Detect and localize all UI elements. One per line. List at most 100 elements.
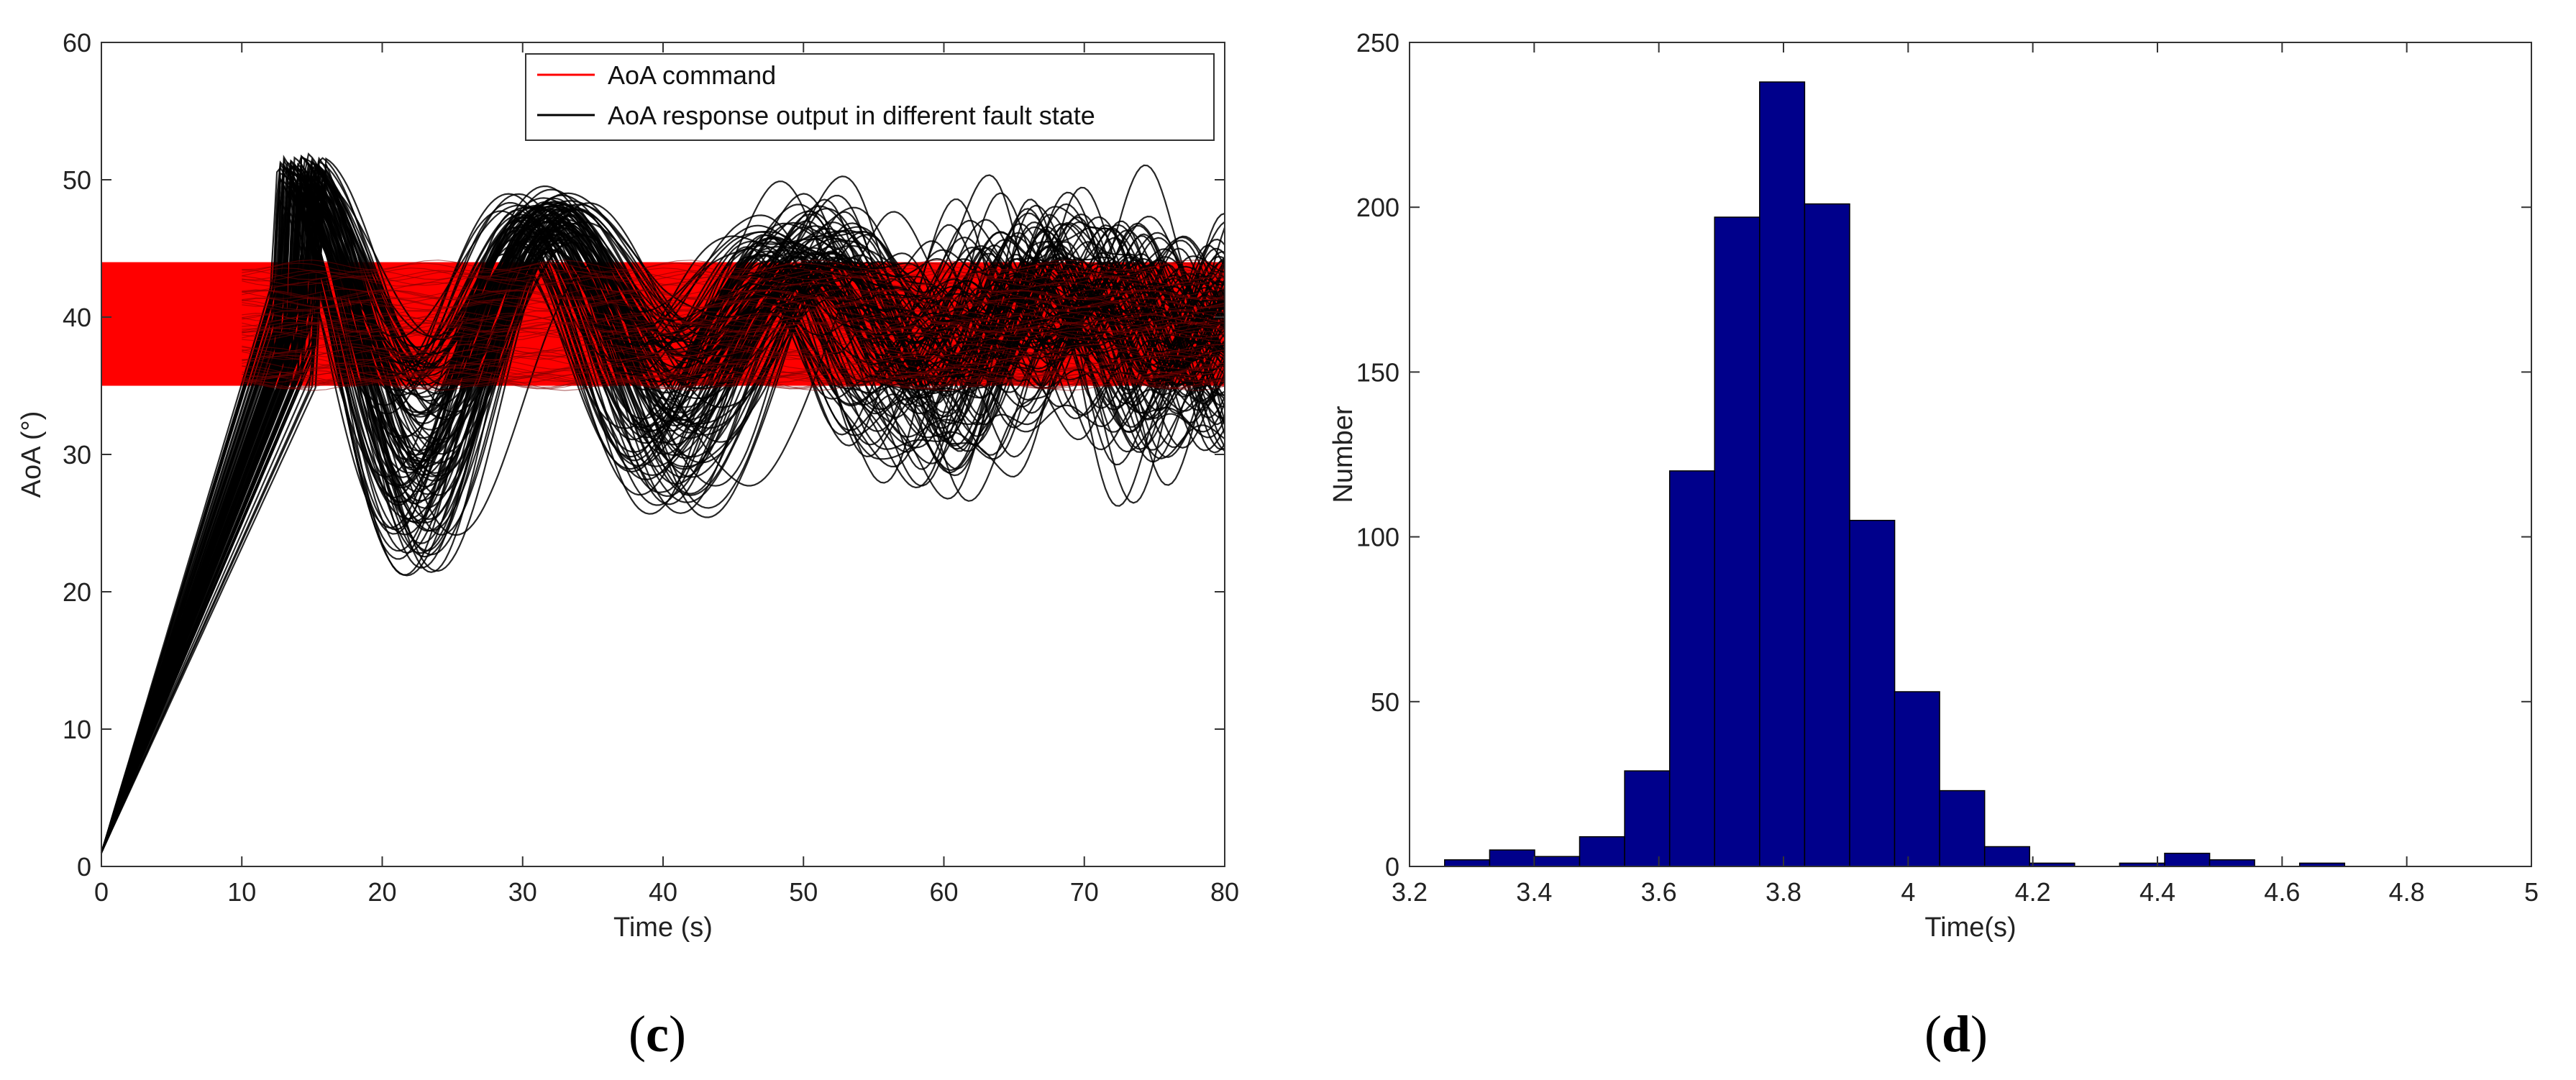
x-tick-label: 4.8: [2389, 877, 2425, 907]
histogram-bar: [2164, 852, 2211, 867]
aoa-command-line: [242, 276, 1225, 287]
aoa-chart: 0 10 20 30 40 50 60 70 80 0 10 20 30 40 50 60 AoA comma…: [17, 28, 1239, 943]
x-tick-label: 70: [1070, 877, 1099, 907]
histogram-chart: 3.2 3.4 3.6 3.8 4 4.2 4.4 4.6 4.8 505010015020025…: [1328, 28, 2539, 943]
histogram-bar: [1714, 216, 1760, 867]
y-tick-label: 30: [63, 440, 91, 470]
x-tick-label: 20: [367, 877, 396, 907]
histogram-bar: [2209, 859, 2255, 867]
aoa-response-line: [100, 178, 1225, 854]
x-tick-label: 3.2: [1392, 877, 1428, 907]
aoa-command-line: [242, 301, 1225, 313]
aoa-response-line: [100, 164, 1225, 854]
x-tick-label: 4.6: [2264, 877, 2300, 907]
x-tick-label: 3.4: [1516, 877, 1552, 907]
aoa-command-line: [242, 260, 1225, 270]
aoa-command-line: [242, 371, 1225, 383]
y-tick-label: 0: [77, 852, 91, 882]
aoa-response-line: [100, 169, 1225, 854]
histogram-bar: [1849, 519, 1896, 867]
histogram-bar: [1983, 846, 2031, 867]
aoa-command-line: [242, 312, 1225, 324]
x-tick-label: 4: [1901, 877, 1915, 907]
aoa-command-line: [242, 327, 1225, 338]
y-tick-label: 10: [63, 715, 91, 744]
x-tick-label: 50: [789, 877, 818, 907]
panel-label-c: (c): [629, 1005, 686, 1063]
histogram-axes-box: [1409, 42, 2532, 867]
aoa-x-axis-label: Time (s): [613, 912, 713, 943]
aoa-command-line: [242, 289, 1225, 301]
histogram-bar: [1624, 770, 1671, 867]
aoa-command-line: [242, 377, 1225, 388]
aoa-command-line: [242, 289, 1225, 300]
aoa-command-line: [242, 262, 1225, 273]
aoa-response-line: [100, 175, 1225, 854]
y-tick-label: 40: [63, 303, 91, 332]
aoa-command-line: [242, 379, 1225, 390]
aoa-command-line: [242, 347, 1225, 357]
y-tick-label: 50: [1371, 687, 1399, 717]
aoa-y-axis-label: AoA (°): [17, 411, 47, 498]
y-tick-label: 200: [1356, 193, 1399, 222]
aoa-command-line: [242, 275, 1225, 286]
x-tick-label: 80: [1210, 877, 1239, 907]
histogram-bar: [1804, 203, 1850, 867]
aoa-command-line: [242, 322, 1225, 334]
aoa-legend: AoA command AoA response output in diffe…: [525, 53, 1215, 141]
x-tick-label: 3.6: [1641, 877, 1677, 907]
aoa-command-line: [242, 330, 1225, 342]
y-tick-label: 100: [1356, 523, 1399, 552]
x-tick-label: 4.2: [2015, 877, 2051, 907]
histogram-ticks: 3.2 3.4 3.6 3.8 4 4.2 4.4 4.6 4.8 505010015020025…: [1356, 28, 2539, 907]
legend-box: [525, 53, 1215, 141]
histogram-bar: [1579, 836, 1625, 867]
y-tick-label: 20: [63, 577, 91, 607]
histogram-bar: [1668, 470, 1716, 867]
x-tick-label: 10: [227, 877, 256, 907]
aoa-command-line: [242, 290, 1225, 301]
aoa-response-line: [100, 182, 1225, 854]
y-tick-label: 250: [1356, 28, 1399, 58]
aoa-command-line: [242, 319, 1225, 330]
histogram-bar: [1489, 849, 1535, 867]
x-tick-label: 0: [94, 877, 109, 907]
x-tick-label: 5: [2524, 877, 2539, 907]
histogram-bar: [1534, 856, 1581, 867]
histogram-bar: [1939, 790, 1986, 867]
aoa-response-line: [100, 187, 1226, 854]
aoa-command-line: [242, 362, 1225, 373]
aoa-response-line: [100, 160, 1226, 854]
aoa-command-line: [242, 331, 1225, 342]
aoa-command-line: [242, 370, 1225, 381]
histogram-plot-area: [1410, 42, 2531, 866]
legend-label-command: AoA command: [608, 60, 776, 90]
x-tick-label: 3.8: [1766, 877, 1801, 907]
aoa-command-line: [242, 299, 1225, 311]
x-tick-label: 40: [649, 877, 677, 907]
aoa-command-line: [242, 298, 1225, 308]
aoa-ticks: 0 10 20 30 40 50 60 70 80 0 10 20 30 40 50 60: [63, 28, 1239, 907]
aoa-command-line: [242, 344, 1225, 354]
y-tick-label: 150: [1356, 357, 1399, 387]
x-tick-label: 4.4: [2139, 877, 2175, 907]
histogram-bar: [1894, 691, 1940, 867]
aoa-command-lines: [242, 260, 1225, 391]
aoa-command-line: [242, 380, 1225, 391]
histogram-bar: [1759, 81, 1806, 867]
histogram-x-axis-label: Time(s): [1924, 912, 2016, 943]
histogram-bars: [1444, 81, 2346, 867]
legend-label-response: AoA response output in different fault s…: [608, 101, 1095, 130]
y-tick-label: 50: [63, 165, 91, 195]
aoa-command-line: [242, 375, 1225, 385]
x-tick-label: 30: [508, 877, 537, 907]
aoa-command-line: [242, 349, 1225, 360]
aoa-response-line: [100, 156, 1225, 854]
aoa-command-line: [242, 311, 1225, 322]
aoa-command-line: [242, 359, 1225, 370]
panel-label-d: (d): [1924, 1005, 1988, 1063]
aoa-response-line: [100, 172, 1225, 854]
aoa-command-line: [242, 347, 1225, 358]
aoa-response-line: [100, 155, 1226, 854]
